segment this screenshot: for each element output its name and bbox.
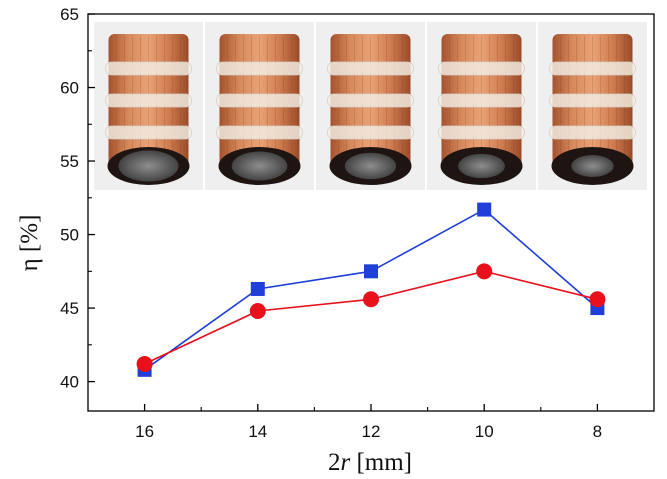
cable-tie bbox=[216, 93, 303, 108]
plot-axes bbox=[87, 13, 655, 412]
x-tick-label: 10 bbox=[475, 422, 494, 441]
data-point-square bbox=[250, 281, 265, 296]
x-axis-title-unit: [mm] bbox=[350, 449, 412, 476]
magnetic-core bbox=[231, 151, 288, 181]
magnetic-core bbox=[344, 152, 397, 180]
cable-tie bbox=[327, 125, 414, 140]
coil-photo-14mm bbox=[205, 22, 314, 190]
cable-tie bbox=[216, 61, 303, 76]
y-tick-label: 45 bbox=[60, 299, 79, 318]
cable-tie bbox=[105, 93, 192, 108]
x-tick-labels: 16 14 12 10 8 bbox=[135, 422, 602, 441]
y-axis-title: η [%] bbox=[16, 215, 43, 272]
cable-tie bbox=[549, 61, 636, 76]
coil-photo-8mm bbox=[538, 22, 647, 190]
series-1 bbox=[137, 202, 605, 377]
coil-photo-10mm bbox=[427, 22, 536, 190]
data-series bbox=[136, 202, 606, 377]
cable-tie bbox=[438, 61, 525, 76]
series-line bbox=[144, 270, 598, 365]
x-tick-label: 14 bbox=[248, 422, 267, 441]
cable-tie bbox=[327, 61, 414, 76]
coil-photo-16mm bbox=[94, 22, 203, 190]
y-tick-label: 60 bbox=[60, 79, 79, 98]
cable-tie bbox=[438, 125, 525, 140]
y-tick-label: 50 bbox=[60, 226, 79, 245]
coil-photo-12mm bbox=[316, 22, 425, 190]
x-axis-title-prefix: 2 bbox=[328, 449, 341, 476]
data-point-circle bbox=[136, 355, 153, 372]
data-point-square bbox=[364, 264, 378, 279]
data-point-circle bbox=[476, 263, 493, 280]
cable-tie bbox=[105, 61, 192, 76]
cable-tie bbox=[327, 93, 414, 108]
x-tick-label: 12 bbox=[362, 422, 381, 441]
magnetic-core bbox=[571, 154, 614, 178]
cable-tie bbox=[549, 93, 636, 108]
magnetic-core bbox=[118, 150, 179, 182]
x-tick-label: 16 bbox=[135, 422, 154, 441]
x-tick-label: 8 bbox=[593, 422, 602, 441]
y-tick-label: 40 bbox=[60, 373, 79, 392]
data-point-circle bbox=[363, 291, 379, 308]
data-point-circle bbox=[249, 303, 266, 320]
cable-tie bbox=[105, 125, 192, 140]
inset-photos bbox=[94, 22, 647, 190]
x-axis-title: 2r [mm] bbox=[328, 449, 412, 476]
data-point-square bbox=[477, 202, 492, 217]
x-axis-title-symbol: r bbox=[340, 449, 350, 476]
y-tick-label: 65 bbox=[60, 5, 79, 24]
cable-tie bbox=[438, 93, 525, 108]
data-point-circle bbox=[589, 291, 606, 308]
cable-tie bbox=[216, 125, 303, 140]
magnetic-core bbox=[458, 153, 505, 179]
y-tick-labels: 40 45 50 55 60 65 bbox=[60, 5, 79, 392]
series-2 bbox=[136, 263, 606, 372]
y-tick-label: 55 bbox=[60, 152, 79, 171]
series-line bbox=[144, 208, 598, 371]
cable-tie bbox=[549, 125, 636, 140]
